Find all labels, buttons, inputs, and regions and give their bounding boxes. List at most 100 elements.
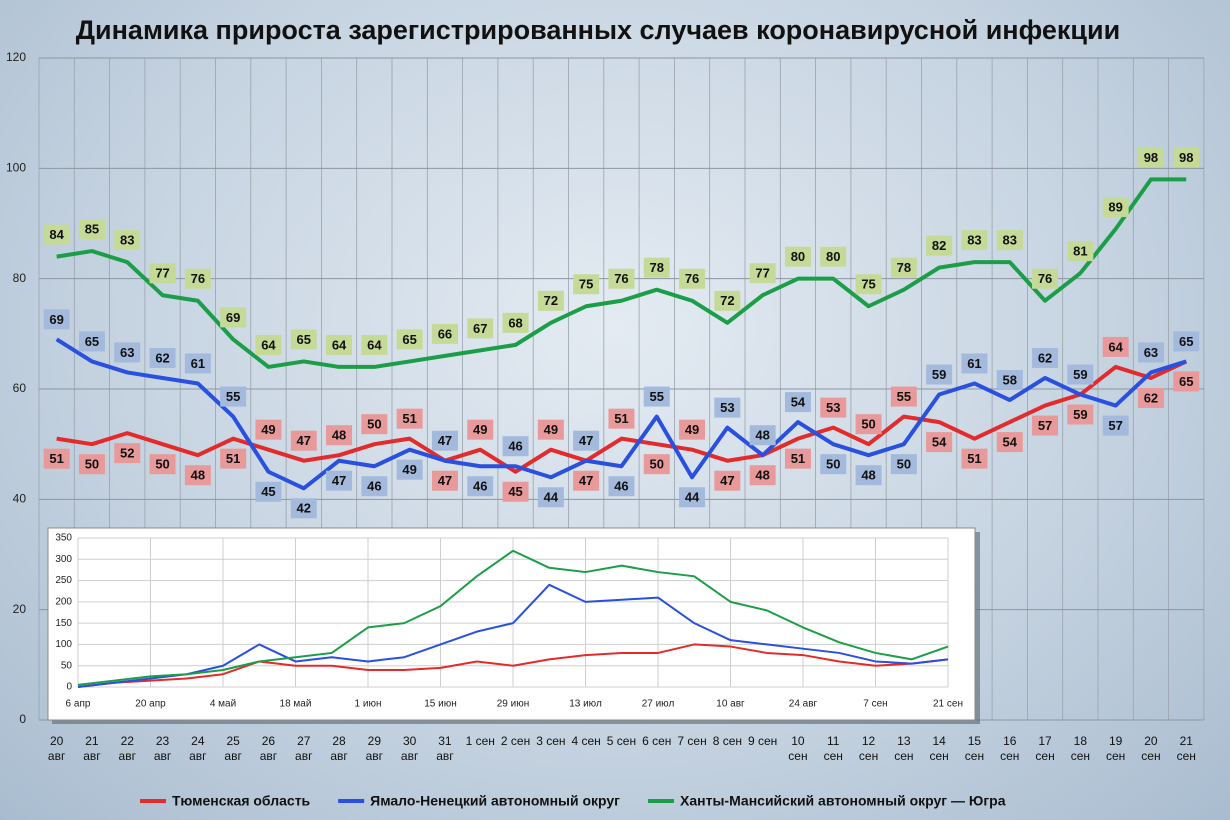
value-label: 67 (473, 321, 487, 336)
value-label: 44 (544, 490, 559, 505)
value-label-box (961, 353, 988, 374)
legend-label: Тюменская область (172, 793, 311, 809)
value-label: 51 (402, 411, 416, 426)
value-label: 84 (49, 227, 64, 242)
x-tick-label: 20 сен (1141, 734, 1161, 763)
value-label-box (820, 246, 847, 267)
value-label: 62 (155, 350, 169, 365)
value-label-box (114, 230, 141, 251)
value-label: 45 (508, 484, 522, 499)
x-tick-label: 6 апр (66, 699, 91, 710)
x-tick-label: 15 июн (424, 699, 457, 710)
x-tick-label: 6 сен (642, 734, 672, 748)
x-tick-label: 7 сен (677, 734, 707, 748)
value-label-box (78, 219, 105, 240)
value-label-box (361, 414, 388, 435)
value-label: 54 (1003, 435, 1018, 450)
value-label-box (255, 334, 282, 355)
value-label: 61 (191, 356, 205, 371)
value-label-box (431, 470, 458, 491)
value-label: 83 (120, 233, 134, 248)
value-label-box (290, 329, 317, 350)
x-tick-label: 10 авг (716, 699, 745, 710)
value-label-box (467, 318, 494, 339)
value-label: 89 (1108, 199, 1122, 214)
value-label-box (184, 268, 211, 289)
value-label-box (537, 419, 564, 440)
value-label: 47 (332, 473, 346, 488)
value-label-box (926, 235, 953, 256)
x-tick-label: 24 авг (789, 699, 818, 710)
value-label: 50 (85, 457, 99, 472)
value-label: 57 (1038, 418, 1052, 433)
x-tick-label: 1 июн (355, 699, 382, 710)
value-label-box (1032, 268, 1059, 289)
value-label-box (1102, 336, 1129, 357)
value-label-box (1173, 147, 1200, 168)
value-label: 68 (508, 315, 522, 330)
value-label: 47 (579, 473, 593, 488)
x-tick-label: 1 сен (465, 734, 495, 748)
x-tick-label: 10 сен (788, 734, 808, 763)
value-label: 51 (614, 411, 628, 426)
x-tick-label: 21 сен (1176, 734, 1196, 763)
value-label-box (326, 425, 353, 446)
x-tick-label: 26 авг (259, 734, 278, 763)
value-label: 63 (1144, 345, 1158, 360)
x-tick-label: 13 сен (894, 734, 914, 763)
value-label-box (290, 498, 317, 519)
value-label: 65 (1179, 334, 1193, 349)
value-label-box (220, 307, 247, 328)
y-tick-label: 20 (13, 602, 27, 616)
value-label-box (890, 386, 917, 407)
value-label-box (1102, 415, 1129, 436)
x-tick-label: 21 авг (83, 734, 101, 763)
y-tick-label: 80 (13, 271, 27, 285)
value-label: 76 (685, 271, 699, 286)
value-label-box (573, 470, 600, 491)
value-label-box (784, 246, 811, 267)
value-label-box (643, 454, 670, 475)
value-label: 48 (332, 428, 346, 443)
value-label: 47 (438, 473, 452, 488)
value-label-box (749, 465, 776, 486)
x-tick-label: 24 авг (189, 734, 207, 763)
value-label: 69 (226, 310, 240, 325)
value-label-box (643, 257, 670, 278)
value-label-box (43, 309, 70, 330)
x-tick-label: 9 сен (747, 734, 778, 748)
value-label-box (890, 454, 917, 475)
value-label: 46 (367, 479, 381, 494)
value-label-box (396, 408, 423, 429)
value-label-box (114, 443, 141, 464)
value-label: 55 (226, 389, 240, 404)
value-label: 76 (614, 271, 628, 286)
x-tick-label: 13 июл (569, 699, 602, 710)
value-label-box (1137, 387, 1164, 408)
value-label: 83 (967, 233, 981, 248)
x-tick-label: 22 авг (118, 734, 136, 763)
value-label: 65 (297, 332, 311, 347)
value-label: 47 (438, 433, 452, 448)
value-label-box (820, 397, 847, 418)
x-tick-label: 12 сен (858, 734, 879, 763)
value-label: 66 (438, 326, 452, 341)
value-label-box (1102, 197, 1129, 218)
x-tick-label: 4 сен (571, 734, 601, 748)
value-label: 50 (155, 457, 169, 472)
x-tick-label: 3 сен (536, 734, 566, 748)
value-label: 48 (755, 468, 769, 483)
x-tick-label: 28 авг (330, 734, 348, 763)
value-label: 76 (191, 271, 205, 286)
y-tick-label: 0 (66, 682, 72, 693)
y-tick-label: 150 (55, 618, 72, 629)
value-label-box (855, 465, 882, 486)
value-label: 77 (755, 266, 769, 281)
value-label: 83 (1003, 233, 1017, 248)
value-label-box (961, 448, 988, 469)
value-label-box (1067, 404, 1094, 425)
value-label-box (502, 436, 529, 457)
value-label-box (220, 386, 247, 407)
x-tick-label: 7 сен (863, 699, 887, 710)
value-label-box (573, 274, 600, 295)
